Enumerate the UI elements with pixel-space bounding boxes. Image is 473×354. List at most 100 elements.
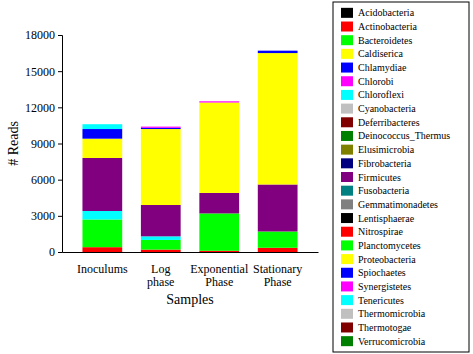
y-tick-mark — [58, 107, 62, 108]
x-tick-label: ExponentialPhase — [190, 262, 249, 290]
legend-swatch — [341, 76, 353, 86]
legend-swatch — [341, 131, 353, 141]
x-axis-line — [63, 252, 319, 253]
legend-swatch — [341, 22, 353, 32]
series — [82, 51, 297, 139]
y-axis-line — [58, 36, 63, 253]
legend-label: Actinobacteria — [358, 21, 417, 32]
bar-segment — [199, 213, 239, 250]
bar-segment — [82, 129, 122, 139]
y-tick: 18000 — [25, 28, 62, 42]
x-tick: Logphase — [147, 262, 174, 290]
legend-label: Verrucomicrobia — [358, 336, 426, 347]
bar-segment — [199, 101, 239, 102]
bar-segment — [199, 102, 239, 103]
legend-swatch — [341, 295, 353, 305]
y-tick-label: 9000 — [31, 137, 55, 151]
bar-segment — [82, 124, 122, 125]
bar-segment — [141, 128, 181, 129]
bar-segment — [258, 50, 298, 51]
y-tick: 0 — [49, 245, 62, 259]
legend-label: Tenericutes — [358, 295, 404, 306]
bar-segment — [141, 127, 181, 128]
legend-label: Lentisphaerae — [358, 213, 415, 224]
legend-swatch — [341, 8, 353, 18]
bar-segment — [258, 50, 298, 51]
bar-segment — [141, 250, 181, 252]
y-tick-label: 18000 — [25, 28, 55, 42]
bar-segment — [141, 129, 181, 205]
legend-label: Firmicutes — [358, 172, 401, 183]
legend-swatch — [341, 336, 353, 346]
bar-segment — [258, 248, 298, 252]
legend-label: Acidobacteria — [358, 7, 415, 18]
bar-segment — [141, 126, 181, 127]
legend-swatch — [341, 90, 353, 100]
legend-label: Nitrospirae — [358, 226, 404, 237]
bar-segment — [82, 124, 122, 125]
y-tick-mark — [58, 71, 62, 72]
y-tick: 9000 — [31, 137, 62, 151]
bar-segment — [82, 211, 122, 219]
legend-swatch — [341, 199, 353, 209]
legend-swatch — [341, 49, 353, 59]
y-tick-label: 3000 — [31, 209, 55, 223]
y-tick-label: 0 — [49, 245, 55, 259]
x-tick: StationaryPhase — [253, 262, 302, 290]
legend-frame — [333, 2, 469, 352]
y-tick-mark — [58, 35, 62, 36]
legend-swatch — [341, 63, 353, 73]
bar-segment — [199, 101, 239, 102]
x-tick-label: StationaryPhase — [253, 262, 302, 290]
bar-segment — [199, 101, 239, 102]
series — [82, 53, 297, 205]
x-tick-label: Logphase — [147, 262, 174, 290]
bar-segment — [258, 51, 298, 53]
legend-label: Fibrobacteria — [358, 158, 412, 169]
bar-segment — [82, 139, 122, 158]
legend-swatch — [341, 213, 353, 223]
legend-label: Deinococcus_Thermus — [358, 130, 450, 141]
bar-segment — [258, 184, 298, 231]
x-tick: Inoculums — [77, 262, 128, 276]
bar-segment — [82, 158, 122, 211]
chart: 0300060009000120001500018000InoculumsLog… — [0, 0, 473, 354]
bar-segment — [141, 126, 181, 127]
y-tick: 6000 — [31, 173, 62, 187]
bar-segment — [258, 50, 298, 51]
bar-segment — [258, 50, 298, 51]
legend-label: Bacteroidetes — [358, 35, 413, 46]
legend-swatch — [341, 240, 353, 250]
bar-segment — [199, 252, 239, 253]
legend-label: Deferribacteres — [358, 117, 420, 128]
bar-segment — [82, 124, 122, 129]
y-tick: 12000 — [25, 101, 62, 115]
bar-segment — [141, 236, 181, 240]
legend-swatch — [341, 227, 353, 237]
x-axis-title: Samples — [166, 292, 213, 307]
legend-label: Thermomicrobia — [358, 308, 426, 319]
legend-label: Chloroflexi — [358, 89, 404, 100]
legend-label: Synergistetes — [358, 281, 411, 292]
bar-segment — [199, 101, 239, 102]
bar-segment — [258, 50, 298, 51]
bar-segment — [141, 205, 181, 236]
legend-label: Thermotogae — [358, 322, 412, 333]
bar-segment — [199, 101, 239, 102]
y-tick: 3000 — [31, 209, 62, 223]
bar-segment — [199, 103, 239, 193]
y-axis-title: # Reads — [6, 121, 21, 166]
y-tick-label: 12000 — [25, 101, 55, 115]
series — [82, 124, 122, 129]
legend-swatch — [341, 281, 353, 291]
bar-segment — [199, 193, 239, 213]
legend-swatch — [341, 104, 353, 114]
x-axis: Inoculums Logphase ExponentialPhaseStation… — [63, 253, 319, 290]
legend-swatch — [341, 254, 353, 264]
legend-swatch — [341, 186, 353, 196]
legend-swatch — [341, 35, 353, 45]
bar-segment — [141, 126, 181, 127]
legend-swatch — [341, 158, 353, 168]
legend-swatch — [341, 322, 353, 332]
legend-swatch — [341, 309, 353, 319]
